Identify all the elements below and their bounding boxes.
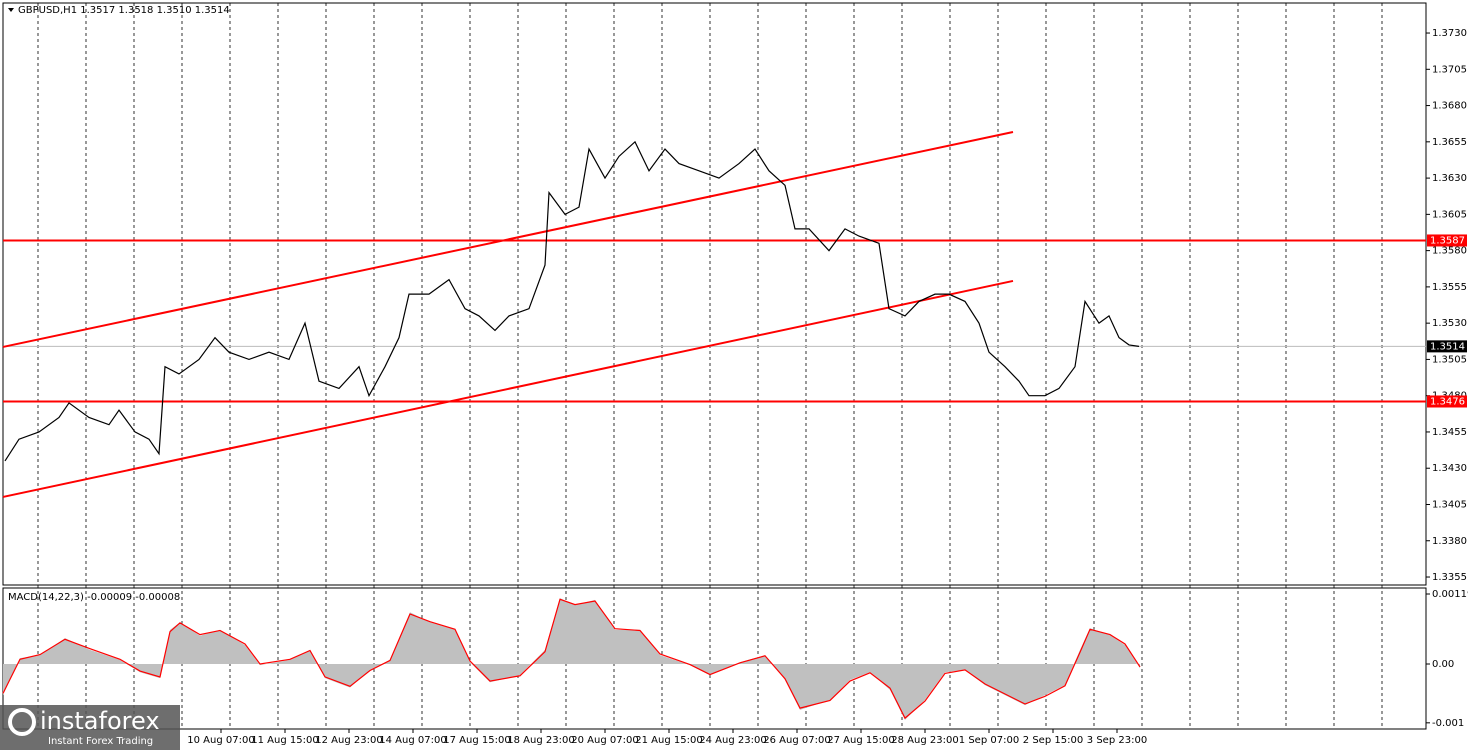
y-tick-label: 1.3505 xyxy=(1432,354,1467,365)
chart-title: GBPUSD,H1 1.3517 1.3518 1.3510 1.3514 xyxy=(18,5,230,16)
level-box xyxy=(1427,234,1467,247)
x-tick-label: 20 Aug 07:00 xyxy=(571,735,638,746)
y-tick-label: 1.3605 xyxy=(1432,209,1467,220)
x-tick-label: 3 Sep 23:00 xyxy=(1087,735,1147,746)
y-tick-label: 1.3730 xyxy=(1432,28,1467,39)
current-price-label: 1.3514 xyxy=(1430,341,1465,352)
x-tick-label: 10 Aug 07:00 xyxy=(187,735,254,746)
y-tick-label: 1.3405 xyxy=(1432,499,1467,510)
channel-line xyxy=(2,130,1014,348)
y-tick-label: 1.3355 xyxy=(1432,572,1467,583)
x-tick-label: 12 Aug 23:00 xyxy=(315,735,382,746)
x-tick-label: 18 Aug 23:00 xyxy=(507,735,574,746)
y-tick-label: 1.3380 xyxy=(1432,536,1467,547)
x-tick-label: 2 Sep 15:00 xyxy=(1023,735,1083,746)
y-tick-label: 1.3630 xyxy=(1432,173,1467,184)
menu-arrow xyxy=(8,8,14,12)
y-tick-label: 1.3580 xyxy=(1432,246,1467,257)
y-tick-label: 0.00 xyxy=(1432,659,1454,670)
y-tick-label: -0.001 xyxy=(1432,718,1464,729)
logo-icon xyxy=(8,708,36,736)
x-tick-label: 26 Aug 07:00 xyxy=(763,735,830,746)
level-box xyxy=(1427,395,1467,408)
logo-text: instaforex xyxy=(40,707,160,735)
channel-line xyxy=(2,279,1014,498)
x-tick-label: 1 Sep 07:00 xyxy=(959,735,1019,746)
y-tick-label: 0.00119 xyxy=(1432,589,1468,600)
macd-title: MACD(14,22,3) -0.00009 -0.00008 xyxy=(8,592,180,603)
signal-line xyxy=(2,598,1141,720)
logo-tagline: Instant Forex Trading xyxy=(48,736,153,747)
y-tick-label: 1.3655 xyxy=(1432,137,1467,148)
x-tick-label: 11 Aug 15:00 xyxy=(251,735,318,746)
x-tick-label: 17 Aug 15:00 xyxy=(443,735,510,746)
price-pane xyxy=(2,2,1427,586)
y-tick-label: 1.3705 xyxy=(1432,64,1467,75)
macd-pane xyxy=(2,587,1427,730)
x-tick-label: 28 Aug 23:00 xyxy=(891,735,958,746)
price-line xyxy=(4,140,1140,462)
y-tick-label: 1.3530 xyxy=(1432,318,1467,329)
x-tick-label: 21 Aug 15:00 xyxy=(635,735,702,746)
y-tick-label: 1.3455 xyxy=(1432,427,1467,438)
x-tick-label: 24 Aug 23:00 xyxy=(699,735,766,746)
current-price-box xyxy=(1427,340,1467,353)
y-tick-label: 1.3555 xyxy=(1432,282,1467,293)
y-tick-label: 1.3430 xyxy=(1432,463,1467,474)
macd-histogram xyxy=(3,598,1140,720)
y-tick-label: 1.3680 xyxy=(1432,101,1467,112)
x-tick-label: 14 Aug 07:00 xyxy=(379,735,446,746)
x-tick-label: 27 Aug 15:00 xyxy=(827,735,894,746)
level-label: 1.3587 xyxy=(1430,235,1465,246)
level-label: 1.3476 xyxy=(1430,396,1465,407)
